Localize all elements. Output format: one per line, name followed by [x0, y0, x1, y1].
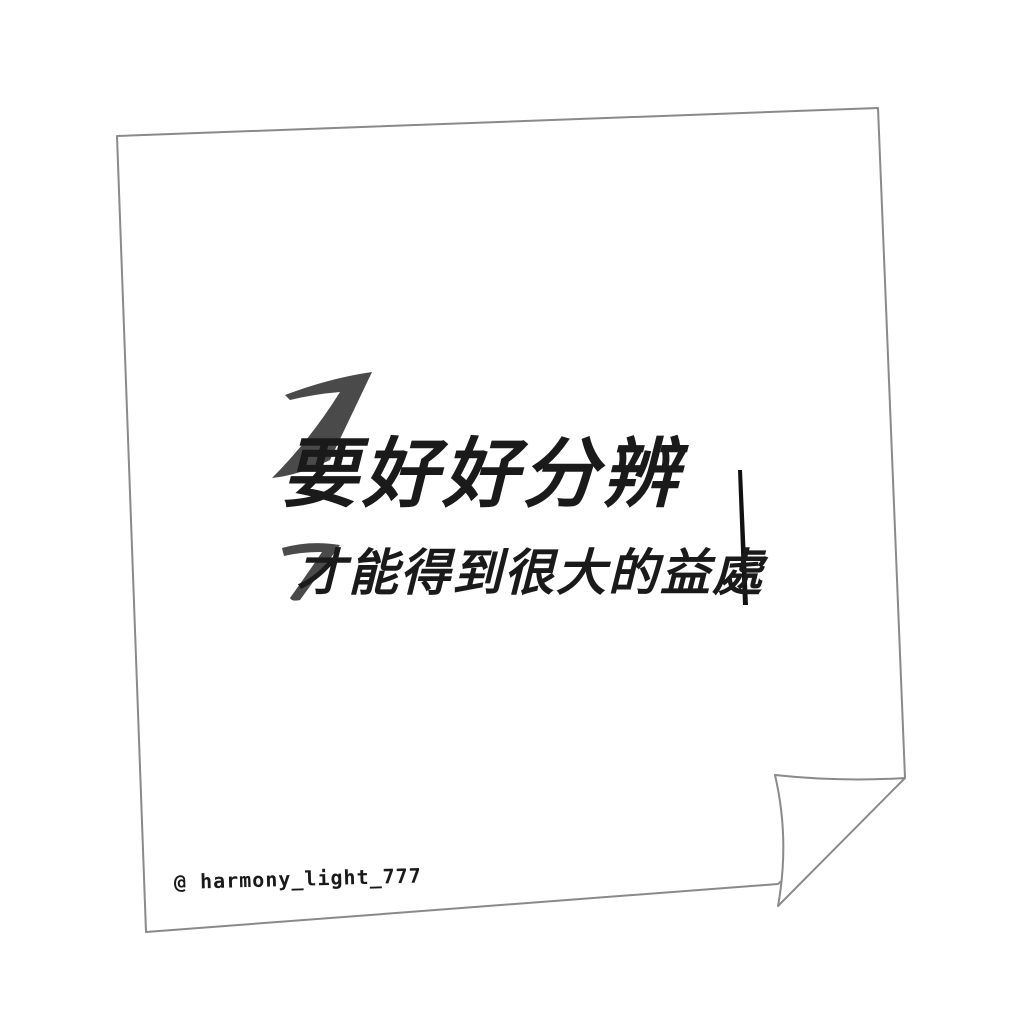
- brush-stroke-under: [282, 543, 340, 601]
- brush-stroke-top: [272, 372, 372, 478]
- brush-stroke-tail: [738, 470, 748, 605]
- paper-curl: [774, 774, 906, 907]
- calligraphy-line-1: 要好好分辨: [282, 429, 689, 518]
- calligraphy-line-2: 才能得到很大的益處: [296, 543, 769, 602]
